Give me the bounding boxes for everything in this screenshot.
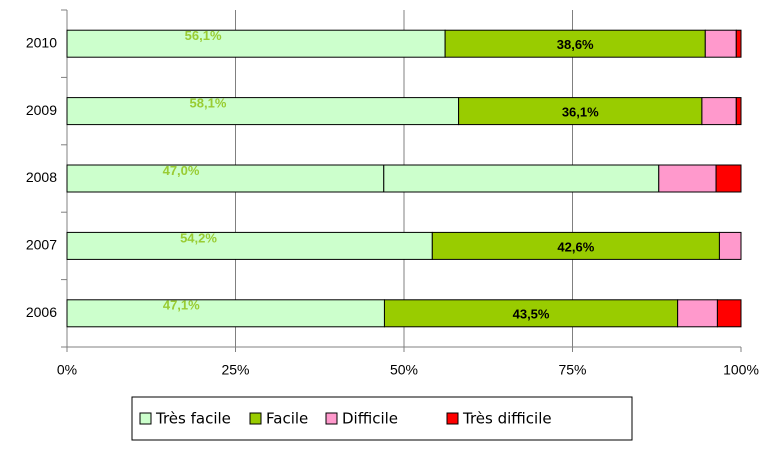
bar-segment [701, 97, 737, 126]
value-label: 47,1% [163, 298, 200, 313]
bar-segment [66, 97, 460, 126]
legend-box [131, 396, 633, 441]
legend-swatch [325, 412, 338, 425]
bar-segment [735, 97, 742, 126]
value-label: 56,1% [185, 28, 222, 43]
bar-segment [718, 231, 742, 260]
x-tick-label: 50% [390, 362, 418, 378]
value-label: 54,2% [180, 230, 217, 245]
legend-label: Difficile [342, 410, 398, 428]
bar-segment [677, 299, 718, 328]
bar-segment [383, 299, 679, 328]
bar-segment [658, 164, 717, 193]
legend-label: Très difficile [462, 410, 552, 428]
value-label: 38,6% [557, 37, 594, 52]
bar-segment [383, 164, 660, 193]
bar-segment [735, 29, 742, 58]
bar-segment [66, 231, 433, 260]
bar-segment [715, 164, 742, 193]
value-label: 47,0% [163, 163, 200, 178]
legend-swatch [446, 412, 459, 425]
bar-segment [716, 299, 742, 328]
bar-segment [66, 299, 385, 328]
value-label: 43,5% [513, 307, 550, 322]
y-tick-label: 2009 [26, 102, 57, 118]
value-label: 42,6% [557, 239, 594, 254]
x-tick-label: 25% [221, 362, 249, 378]
x-tick-label: 0% [57, 362, 77, 378]
value-label: 58,1% [190, 96, 227, 111]
bar-segment [66, 164, 385, 193]
y-tick-label: 2008 [26, 169, 57, 185]
y-tick-label: 2006 [26, 304, 57, 320]
x-tick-label: 100% [723, 362, 759, 378]
legend-swatch [249, 412, 262, 425]
y-tick-label: 2007 [26, 237, 57, 253]
bar-segment [458, 97, 703, 126]
value-label: 36,1% [562, 105, 599, 120]
bar-segment [66, 29, 446, 58]
bar-segment [704, 29, 737, 58]
legend-swatch [139, 412, 152, 425]
x-tick-label: 75% [558, 362, 586, 378]
y-tick-label: 2010 [26, 34, 57, 50]
bar-segment [444, 29, 706, 58]
legend-label: Très facile [155, 410, 231, 428]
legend-label: Facile [266, 410, 308, 428]
